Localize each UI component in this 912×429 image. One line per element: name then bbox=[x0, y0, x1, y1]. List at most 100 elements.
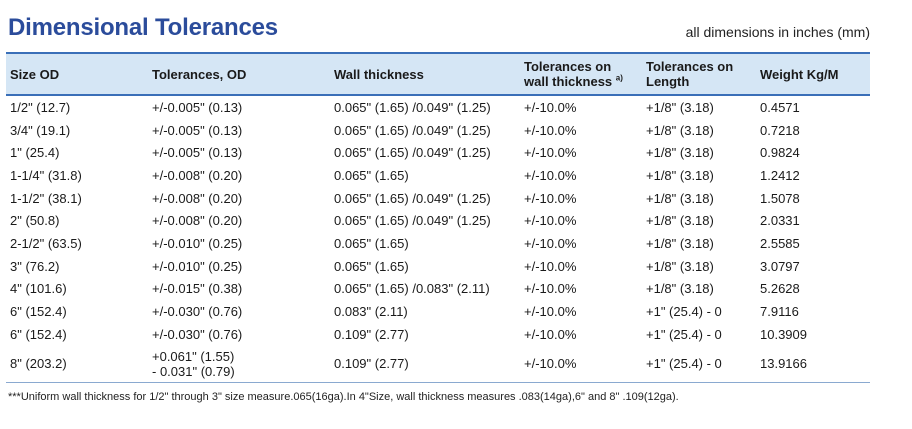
col-weight: Weight Kg/M bbox=[760, 66, 839, 82]
table-row: 4" (101.6) +/-0.015" (0.38) 0.065" (1.65) … bbox=[6, 278, 870, 301]
col-size-od: Size OD bbox=[10, 66, 60, 82]
table-row: 6" (152.4) +/-0.030" (0.76) 0.083" (2.11) +… bbox=[6, 300, 870, 323]
cell-tol-wall: +/-10.0% bbox=[524, 99, 577, 115]
cell-wall: 0.083" (2.11) bbox=[334, 304, 408, 320]
cell-size: 1/2" (12.7) bbox=[10, 99, 71, 115]
col-tolerances-length-line2: Length bbox=[646, 74, 690, 89]
cell-size: 2" (50.8) bbox=[10, 213, 60, 229]
table-row: 1" (25.4) +/-0.005" (0.13) 0.065" (1.65) /… bbox=[6, 141, 870, 164]
col-tolerances-wall-line2-wrap: wall thickness a) bbox=[524, 74, 638, 89]
cell-tol-od: +/-0.008" (0.20) bbox=[152, 167, 243, 183]
cell-tol-od: +0.061" (1.55) - 0.031" (0.79) bbox=[148, 345, 330, 383]
cell-weight: 2.0331 bbox=[760, 213, 800, 229]
footnote: ***Uniform wall thickness for 1/2" throu… bbox=[8, 391, 679, 403]
cell-size: 2-1/2" (63.5) bbox=[10, 235, 82, 251]
cell-tol-length: +1/8" (3.18) bbox=[646, 235, 714, 251]
cell-size: 3" (76.2) bbox=[10, 258, 60, 274]
cell-tol-wall: +/-10.0% bbox=[524, 145, 577, 161]
tolerances-table: Size OD Tolerances, OD Wall thickness To… bbox=[6, 52, 870, 383]
cell-size: 6" (152.4) bbox=[10, 326, 67, 342]
cell-weight: 1.5078 bbox=[760, 190, 800, 206]
cell-size: 4" (101.6) bbox=[10, 281, 67, 297]
cell-tol-od: +/-0.008" (0.20) bbox=[152, 190, 243, 206]
cell-size: 1" (25.4) bbox=[10, 145, 60, 161]
col-tolerances-wall-line1: Tolerances on bbox=[524, 59, 612, 74]
cell-tol-length: +1" (25.4) - 0 bbox=[646, 326, 722, 342]
cell-tol-wall: +/-10.0% bbox=[524, 235, 577, 251]
table-row: 2-1/2" (63.5) +/-0.010" (0.25) 0.065" (1.6… bbox=[6, 232, 870, 255]
cell-weight: 3.0797 bbox=[760, 258, 800, 274]
cell-wall: 0.065" (1.65) /0.049" (1.25) bbox=[334, 99, 491, 115]
table-row: 3/4" (19.1) +/-0.005" (0.13) 0.065" (1.65)… bbox=[6, 119, 870, 142]
cell-wall: 0.065" (1.65) /0.049" (1.25) bbox=[334, 145, 491, 161]
cell-tol-wall: +/-10.0% bbox=[524, 281, 577, 297]
cell-tol-length: +1/8" (3.18) bbox=[646, 122, 714, 138]
cell-tol-wall: +/-10.0% bbox=[524, 258, 577, 274]
col-tolerances-length-line1: Tolerances on bbox=[646, 59, 734, 74]
cell-tol-od-upper: +0.061" (1.55) bbox=[152, 348, 235, 364]
cell-tol-wall: +/-10.0% bbox=[524, 190, 577, 206]
cell-tol-length: +1/8" (3.18) bbox=[646, 99, 714, 115]
cell-tol-length: +1/8" (3.18) bbox=[646, 258, 714, 274]
col-tolerances-wall-line2: wall thickness bbox=[524, 74, 613, 89]
footnote-marker: a) bbox=[615, 73, 623, 83]
cell-tol-od: +/-0.010" (0.25) bbox=[152, 235, 243, 251]
table-header: Size OD Tolerances, OD Wall thickness To… bbox=[6, 53, 870, 95]
cell-weight: 1.2412 bbox=[760, 167, 800, 183]
cell-size: 8" (203.2) bbox=[6, 345, 148, 383]
cell-size: 6" (152.4) bbox=[10, 304, 67, 320]
cell-wall: 0.065" (1.65) /0.049" (1.25) bbox=[334, 190, 491, 206]
cell-tol-wall: +/-10.0% bbox=[524, 213, 577, 229]
cell-wall: 0.109" (2.77) bbox=[334, 326, 409, 342]
cell-tol-length: +1/8" (3.18) bbox=[646, 213, 714, 229]
cell-wall: 0.065" (1.65) bbox=[334, 258, 409, 274]
page-title: Dimensional Tolerances bbox=[8, 14, 278, 41]
header-row: Size OD Tolerances, OD Wall thickness To… bbox=[6, 53, 870, 95]
units-note: all dimensions in inches (mm) bbox=[685, 24, 870, 40]
cell-tol-od: +/-0.030" (0.76) bbox=[152, 326, 243, 342]
cell-wall: 0.065" (1.65) /0.049" (1.25) bbox=[334, 122, 491, 138]
cell-weight: 13.9166 bbox=[756, 345, 870, 383]
cell-wall: 0.065" (1.65) bbox=[334, 235, 409, 251]
cell-tol-length: +1/8" (3.18) bbox=[646, 145, 714, 161]
cell-tol-wall: +/-10.0% bbox=[524, 122, 577, 138]
table-row-last: 8" (203.2) +0.061" (1.55) - 0.031" (0.79… bbox=[6, 345, 870, 383]
cell-tol-od: +/-0.015" (0.38) bbox=[152, 281, 243, 297]
cell-tol-length: +1/8" (3.18) bbox=[646, 190, 714, 206]
table-row: 1/2" (12.7) +/-0.005" (0.13) 0.065" (1.65)… bbox=[6, 95, 870, 119]
cell-tol-length: +1" (25.4) - 0 bbox=[646, 304, 722, 320]
table-row: 1-1/2" (38.1) +/-0.008" (0.20) 0.065" (1.6… bbox=[6, 187, 870, 210]
table-body: 1/2" (12.7) +/-0.005" (0.13) 0.065" (1.65)… bbox=[6, 95, 870, 383]
cell-wall: 0.109" (2.77) bbox=[330, 345, 520, 383]
cell-wall: 0.065" (1.65) bbox=[334, 167, 409, 183]
table-row: 3" (76.2) +/-0.010" (0.25) 0.065" (1.65) +/… bbox=[6, 255, 870, 278]
cell-size: 1-1/2" (38.1) bbox=[10, 190, 82, 206]
cell-size: 1-1/4" (31.8) bbox=[10, 167, 82, 183]
cell-size: 3/4" (19.1) bbox=[10, 122, 71, 138]
cell-tol-od: +/-0.005" (0.13) bbox=[152, 145, 243, 161]
cell-weight: 0.4571 bbox=[760, 99, 800, 115]
cell-tol-od-lower: - 0.031" (0.79) bbox=[152, 363, 235, 379]
page-header: Dimensional Tolerances all dimensions in… bbox=[8, 14, 870, 46]
cell-tol-od: +/-0.005" (0.13) bbox=[152, 122, 243, 138]
cell-tol-wall: +/-10.0% bbox=[524, 167, 577, 183]
col-tolerances-length: Tolerances on Length bbox=[642, 53, 756, 95]
cell-wall: 0.065" (1.65) /0.049" (1.25) bbox=[334, 213, 491, 229]
cell-weight: 7.9116 bbox=[760, 304, 799, 320]
cell-tol-od: +/-0.008" (0.20) bbox=[152, 213, 243, 229]
table-row: 6" (152.4) +/-0.030" (0.76) 0.109" (2.77) +… bbox=[6, 323, 870, 346]
cell-weight: 0.7218 bbox=[760, 122, 800, 138]
cell-tol-length: +1/8" (3.18) bbox=[646, 281, 714, 297]
cell-tol-wall: +/-10.0% bbox=[520, 345, 642, 383]
cell-tol-length: +1/8" (3.18) bbox=[646, 167, 714, 183]
cell-weight: 10.3909 bbox=[760, 326, 807, 342]
cell-tol-length: +1" (25.4) - 0 bbox=[642, 345, 756, 383]
cell-tol-od: +/-0.030" (0.76) bbox=[152, 304, 243, 320]
cell-tol-wall: +/-10.0% bbox=[524, 304, 577, 320]
cell-tol-od: +/-0.010" (0.25) bbox=[152, 258, 243, 274]
cell-weight: 0.9824 bbox=[760, 145, 800, 161]
cell-wall: 0.065" (1.65) /0.083" (2.11) bbox=[334, 281, 490, 297]
table-row: 1-1/4" (31.8) +/-0.008" (0.20) 0.065" (1.6… bbox=[6, 164, 870, 187]
col-tolerances-wall: Tolerances on wall thickness a) bbox=[520, 53, 642, 95]
cell-tol-wall: +/-10.0% bbox=[524, 326, 577, 342]
